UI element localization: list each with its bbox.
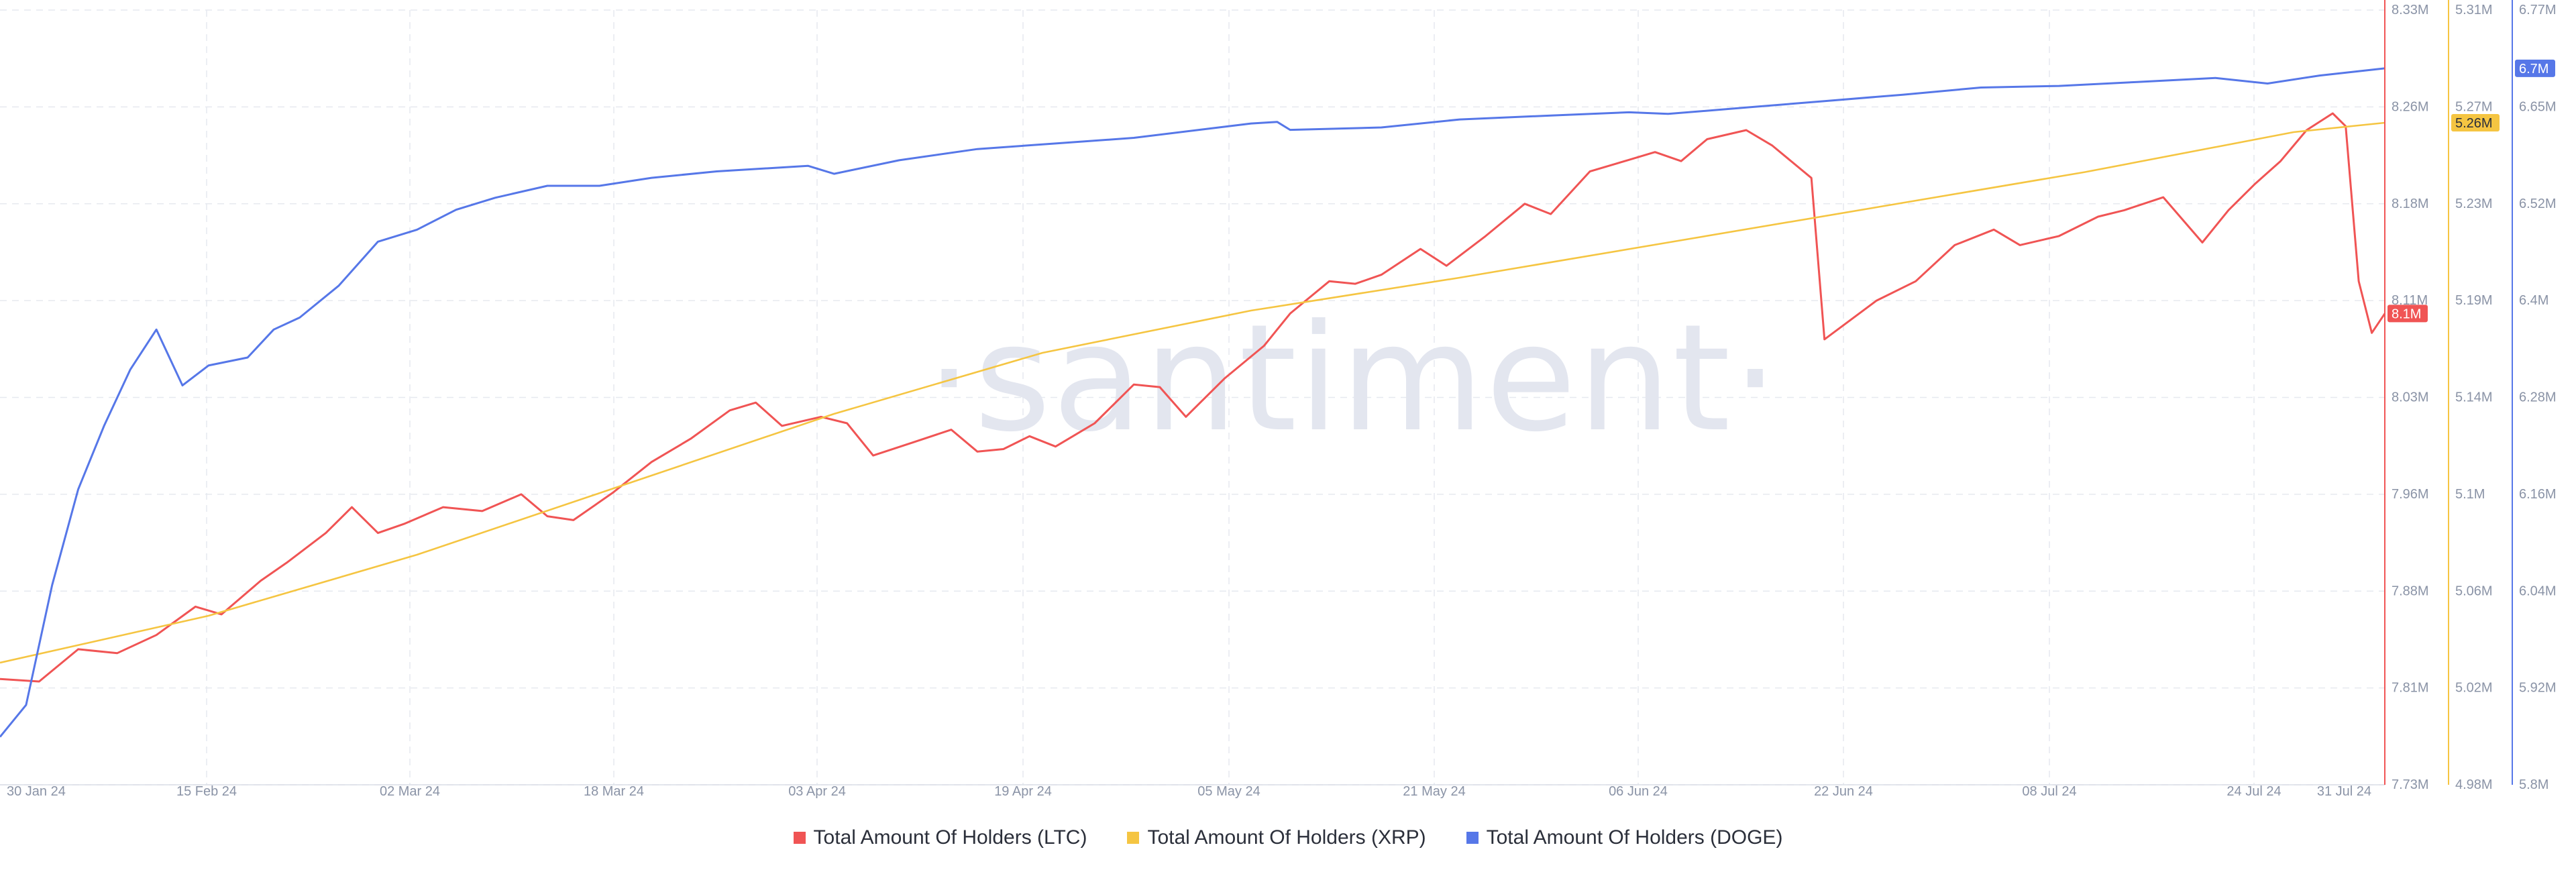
y-tick-label-xrp: 4.98M <box>2455 777 2493 792</box>
series-line-xrp <box>0 121 2385 664</box>
legend-item-xrp[interactable]: Total Amount Of Holders (XRP) <box>1127 826 1426 849</box>
y-tick-label-xrp: 5.31M <box>2455 3 2493 17</box>
y-tick-label-doge: 6.16M <box>2519 487 2557 502</box>
current-value-label-doge: 6.7M <box>2519 62 2548 76</box>
series-line-doge <box>0 67 2385 738</box>
y-tick-label-ltc: 8.18M <box>2392 197 2429 211</box>
y-tick-label-doge: 6.28M <box>2519 390 2557 405</box>
legend-label-xrp: Total Amount Of Holders (XRP) <box>1147 826 1426 849</box>
legend-swatch-doge <box>1466 832 1479 844</box>
y-tick-label-ltc: 7.88M <box>2392 584 2429 598</box>
x-tick-label: 03 Apr 24 <box>788 784 846 799</box>
series-line-ltc <box>0 112 2386 683</box>
y-tick-label-xrp: 5.23M <box>2455 197 2493 211</box>
axes: 30 Jan 24 15 Feb 24 02 Mar 24 18 Mar 24 03 A… <box>0 0 2557 799</box>
y-tick-label-xrp: 5.1M <box>2455 487 2485 502</box>
x-tick-label: 19 Apr 24 <box>994 784 1052 799</box>
legend: Total Amount Of Holders (LTC) Total Amou… <box>0 826 2576 849</box>
y-tick-label-xrp: 5.06M <box>2455 584 2493 598</box>
current-value-label-ltc: 8.1M <box>2392 307 2421 321</box>
y-tick-label-ltc: 7.81M <box>2392 681 2429 696</box>
current-value-badge-doge: 6.7M <box>2515 59 2555 77</box>
y-tick-label-ltc: 8.03M <box>2392 390 2429 405</box>
y-tick-label-ltc: 7.73M <box>2392 777 2429 792</box>
x-tick-label: 06 Jun 24 <box>1609 784 1668 799</box>
legend-swatch-ltc <box>793 832 806 844</box>
legend-item-doge[interactable]: Total Amount Of Holders (DOGE) <box>1466 826 1783 849</box>
y-tick-label-xrp: 5.02M <box>2455 681 2493 696</box>
y-tick-label-doge: 5.92M <box>2519 681 2557 696</box>
legend-swatch-xrp <box>1127 832 1140 844</box>
legend-item-ltc[interactable]: Total Amount Of Holders (LTC) <box>793 826 1087 849</box>
y-tick-label-doge: 6.04M <box>2519 584 2557 598</box>
y-tick-label-ltc: 8.33M <box>2392 3 2429 17</box>
x-tick-label: 30 Jan 24 <box>7 784 66 799</box>
y-tick-label-ltc: 7.96M <box>2392 487 2429 502</box>
current-value-badge-xrp: 5.26M <box>2451 114 2500 131</box>
x-tick-label: 08 Jul 24 <box>2022 784 2076 799</box>
chart-grid <box>0 9 2385 785</box>
y-tick-label-doge: 6.77M <box>2519 3 2557 17</box>
y-tick-label-doge: 5.8M <box>2519 777 2548 792</box>
legend-label-doge: Total Amount Of Holders (DOGE) <box>1486 826 1783 849</box>
current-value-badge-ltc: 8.1M <box>2387 305 2428 323</box>
legend-label-ltc: Total Amount Of Holders (LTC) <box>813 826 1087 849</box>
y-tick-label-ltc: 8.26M <box>2392 99 2429 114</box>
y-tick-label-doge: 6.52M <box>2519 197 2557 211</box>
y-tick-label-xrp: 5.27M <box>2455 99 2493 114</box>
x-tick-label: 15 Feb 24 <box>176 784 237 799</box>
x-tick-label: 31 Jul 24 <box>2317 784 2371 799</box>
x-tick-label: 22 Jun 24 <box>1814 784 1873 799</box>
current-value-label-xrp: 5.26M <box>2455 116 2493 131</box>
series-layer <box>0 67 2386 738</box>
y-tick-label-ltc: 8.11M <box>2392 293 2428 308</box>
y-tick-label-doge: 6.4M <box>2519 293 2548 308</box>
x-tick-label: 02 Mar 24 <box>380 784 440 799</box>
x-tick-label: 21 May 24 <box>1403 784 1465 799</box>
y-tick-label-xrp: 5.19M <box>2455 293 2493 308</box>
watermark: ·santiment· <box>926 292 1780 464</box>
y-tick-label-doge: 6.65M <box>2519 99 2557 114</box>
x-tick-label: 05 May 24 <box>1197 784 1260 799</box>
x-tick-label: 18 Mar 24 <box>584 784 644 799</box>
x-tick-label: 24 Jul 24 <box>2226 784 2281 799</box>
y-tick-label-xrp: 5.14M <box>2455 390 2493 405</box>
